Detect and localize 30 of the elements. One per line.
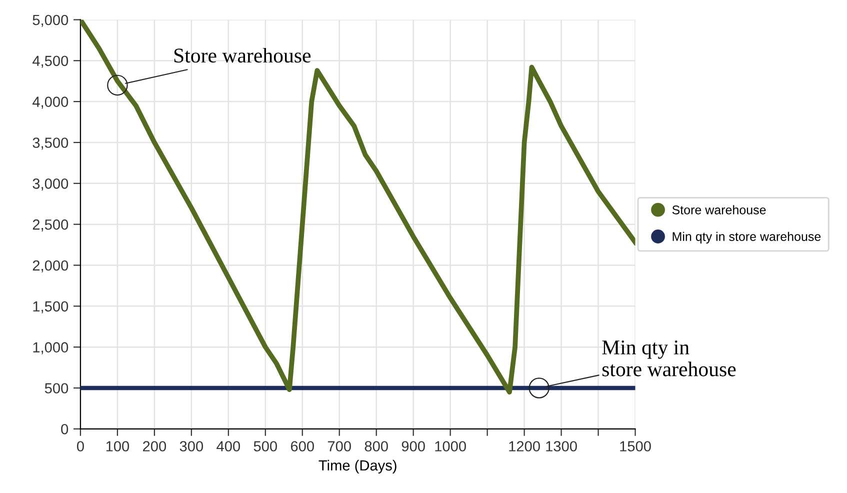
y-tick-label: 1,500	[33, 301, 68, 314]
x-tick-label: 100	[106, 441, 130, 452]
x-tick-label: 1300	[546, 441, 577, 452]
y-tick-label: 3,000	[32, 178, 68, 191]
x-tick-label: 500	[254, 441, 277, 452]
y-tick-label: 3,500	[32, 138, 68, 150]
x-tick-label: 700	[328, 441, 351, 452]
x-tick-label: 0	[76, 441, 84, 452]
annotation: Min qty in store warehouse	[602, 340, 736, 376]
x-tick-label: 800	[364, 441, 388, 452]
y-tick-label: 1,000	[33, 342, 68, 354]
y-tick-label: 0	[61, 424, 68, 434]
annotation: Store warehouse	[174, 48, 311, 63]
y-tick-label: 5,000	[32, 14, 68, 27]
y-tick-label: 4,000	[32, 96, 68, 109]
y-tick-label: 2,000	[32, 260, 68, 272]
legend-label: Min qty in store warehouse	[672, 232, 821, 244]
y-tick-label: 2,500	[32, 219, 68, 232]
legend-label: Store warehouse	[672, 205, 766, 214]
x-tick-label: 1000	[435, 441, 466, 452]
x-tick-label: 400	[216, 441, 240, 452]
y-tick-label: 500	[44, 383, 68, 394]
x-tick-label: 1200	[509, 441, 540, 452]
y-tick-label: 4,500	[32, 56, 68, 68]
x-tick-label: 1500	[620, 441, 651, 452]
x-axis-title: Time (Days)	[318, 460, 396, 474]
x-tick-label: 600	[290, 441, 314, 452]
x-tick-label: 300	[180, 441, 204, 452]
x-tick-label: 900	[402, 441, 425, 452]
x-tick-label: 200	[143, 441, 166, 452]
